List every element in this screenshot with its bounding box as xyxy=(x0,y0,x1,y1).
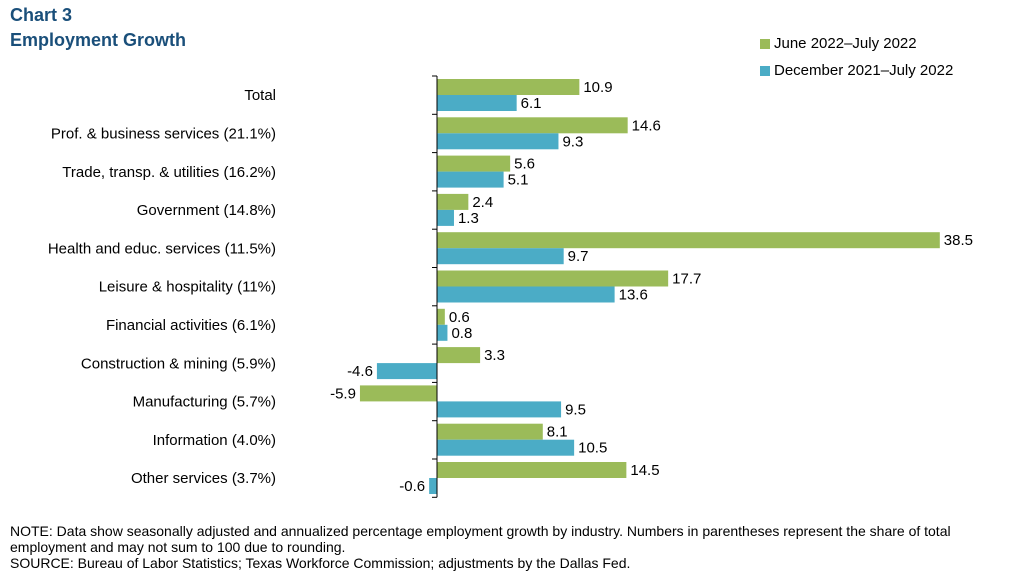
data-label: 5.1 xyxy=(508,172,529,189)
bar xyxy=(437,286,615,303)
data-label: 10.5 xyxy=(578,440,607,457)
data-label: -0.6 xyxy=(399,478,425,495)
bar xyxy=(437,423,543,440)
chart-notes: NOTE: Data show seasonally adjusted and … xyxy=(10,523,1015,571)
bar xyxy=(437,324,448,341)
chart-number: Chart 3 xyxy=(10,5,73,25)
bar xyxy=(437,248,564,265)
data-label: 3.3 xyxy=(484,347,505,364)
data-label: 0.8 xyxy=(451,325,472,342)
category-label: Other services (3.7%) xyxy=(131,470,276,487)
bar xyxy=(437,117,628,134)
category-label: Leisure & hospitality (11%) xyxy=(99,279,276,296)
data-label: 0.6 xyxy=(449,309,470,326)
category-label: Government (14.8%) xyxy=(137,202,276,219)
bar xyxy=(437,133,559,150)
data-label: 14.5 xyxy=(630,462,659,479)
bar xyxy=(437,155,511,172)
category-label: Construction & mining (5.9%) xyxy=(81,355,276,372)
data-label: 9.7 xyxy=(568,248,589,265)
category-label: Information (4.0%) xyxy=(153,432,276,449)
data-label: 9.3 xyxy=(562,133,583,150)
data-label: 8.1 xyxy=(547,424,568,441)
chart-title-block: Chart 3 Employment Growth xyxy=(10,3,186,53)
data-label: 38.5 xyxy=(944,232,973,249)
bar xyxy=(437,79,580,95)
category-label: Prof. & business services (21.1%) xyxy=(51,125,276,142)
category-label: Manufacturing (5.7%) xyxy=(133,394,276,411)
bar xyxy=(437,439,575,456)
category-label: Financial activities (6.1%) xyxy=(106,317,276,334)
data-label: 13.6 xyxy=(619,287,648,304)
bar-chart: Total 10.9 6.1 Prof. & business services (2… xyxy=(48,75,973,498)
data-label: 14.6 xyxy=(632,117,661,134)
legend-label-series-2: December 2021–July 2022 xyxy=(774,62,954,79)
bar xyxy=(437,401,562,418)
category-label: Total xyxy=(244,87,276,104)
legend-item-series-2: December 2021–July 2022 xyxy=(760,57,953,84)
bar xyxy=(437,347,481,364)
bar xyxy=(429,478,437,494)
data-label: 10.9 xyxy=(583,79,612,96)
legend-item-series-1: June 2022–July 2022 xyxy=(760,30,953,57)
bar xyxy=(437,308,445,325)
data-label: 2.4 xyxy=(472,194,493,211)
bar xyxy=(437,171,504,188)
data-label: 5.6 xyxy=(514,156,535,173)
bar xyxy=(437,209,454,226)
data-label: 1.3 xyxy=(458,210,479,227)
bar xyxy=(376,363,437,380)
chart-title: Employment Growth xyxy=(10,30,187,50)
legend-swatch-series-2 xyxy=(760,65,770,76)
data-label: 6.1 xyxy=(521,95,542,112)
source-text: SOURCE: Bureau of Labor Statistics; Texa… xyxy=(10,555,631,571)
legend-label-series-1: June 2022–July 2022 xyxy=(774,35,917,52)
category-label: Health and educ. services (11.5%) xyxy=(48,240,276,257)
bar xyxy=(437,270,669,287)
bar xyxy=(359,385,437,402)
data-label: -4.6 xyxy=(347,363,373,380)
bar xyxy=(437,95,517,111)
data-label: 9.5 xyxy=(565,401,586,418)
data-label: 17.7 xyxy=(672,271,701,288)
legend: June 2022–July 2022 December 2021–July 2… xyxy=(760,30,953,84)
bar xyxy=(437,232,940,249)
note-text: NOTE: Data show seasonally adjusted and … xyxy=(10,523,951,555)
bar xyxy=(437,462,627,478)
data-label: -5.9 xyxy=(330,385,356,402)
legend-swatch-series-1 xyxy=(760,38,770,49)
category-label: Trade, transp. & utilities (16.2%) xyxy=(62,164,276,181)
bar xyxy=(437,193,469,210)
